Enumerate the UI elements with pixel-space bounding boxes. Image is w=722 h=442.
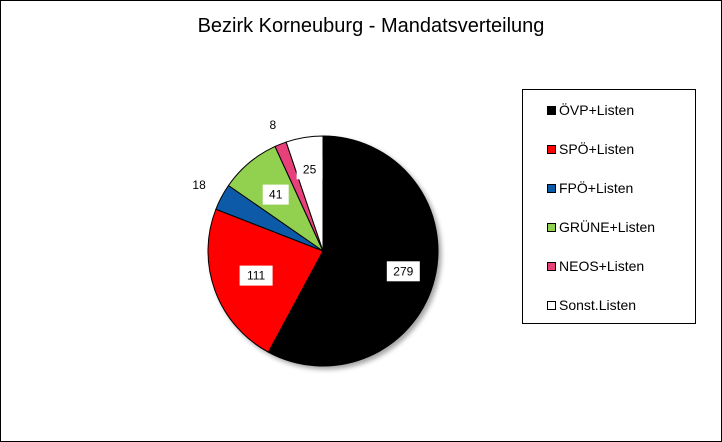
legend-item-sonst: Sonst.Listen (547, 295, 636, 315)
legend-swatch (547, 183, 556, 193)
data-label-box (296, 159, 323, 180)
data-label-fpoe: 18 (192, 178, 206, 192)
legend-swatch (547, 222, 556, 232)
legend-label: NEOS+Listen (559, 258, 645, 274)
pie-data-labels: 279 111 18 41 8 25 (192, 118, 420, 286)
data-label-sonst: 25 (303, 162, 317, 176)
data-label-gruene: 41 (269, 188, 283, 202)
legend-swatch (547, 105, 556, 115)
pie-slices (207, 135, 439, 367)
legend-label: SPÖ+Listen (559, 141, 635, 157)
data-label-box (262, 184, 289, 205)
data-label-box (239, 265, 273, 286)
legend-label: Sonst.Listen (559, 297, 637, 313)
legend-swatch (547, 144, 556, 154)
legend-item-spoe: SPÖ+Listen (547, 139, 634, 159)
legend-swatch (547, 261, 556, 271)
data-label-neos: 8 (270, 118, 277, 132)
data-label-oevp: 279 (393, 264, 413, 278)
legend-item-oevp: ÖVP+Listen (547, 100, 634, 120)
chart-title: Bezirk Korneuburg - Mandatsverteilung (197, 15, 545, 37)
legend-item-neos: NEOS+Listen (547, 256, 644, 276)
legend-label: ÖVP+Listen (559, 102, 635, 118)
legend-item-gruene: GRÜNE+Listen (547, 217, 655, 237)
legend-swatch (547, 300, 556, 310)
pie-slice-oevp (267, 135, 439, 367)
legend: ÖVP+Listen SPÖ+Listen FPÖ+Listen GRÜNE+L… (522, 89, 696, 324)
legend-label: FPÖ+Listen (559, 180, 634, 196)
data-label-spoe: 111 (247, 269, 266, 283)
legend-item-fpoe: FPÖ+Listen (547, 178, 633, 198)
legend-label: GRÜNE+Listen (559, 219, 656, 235)
data-label-box (386, 261, 420, 282)
